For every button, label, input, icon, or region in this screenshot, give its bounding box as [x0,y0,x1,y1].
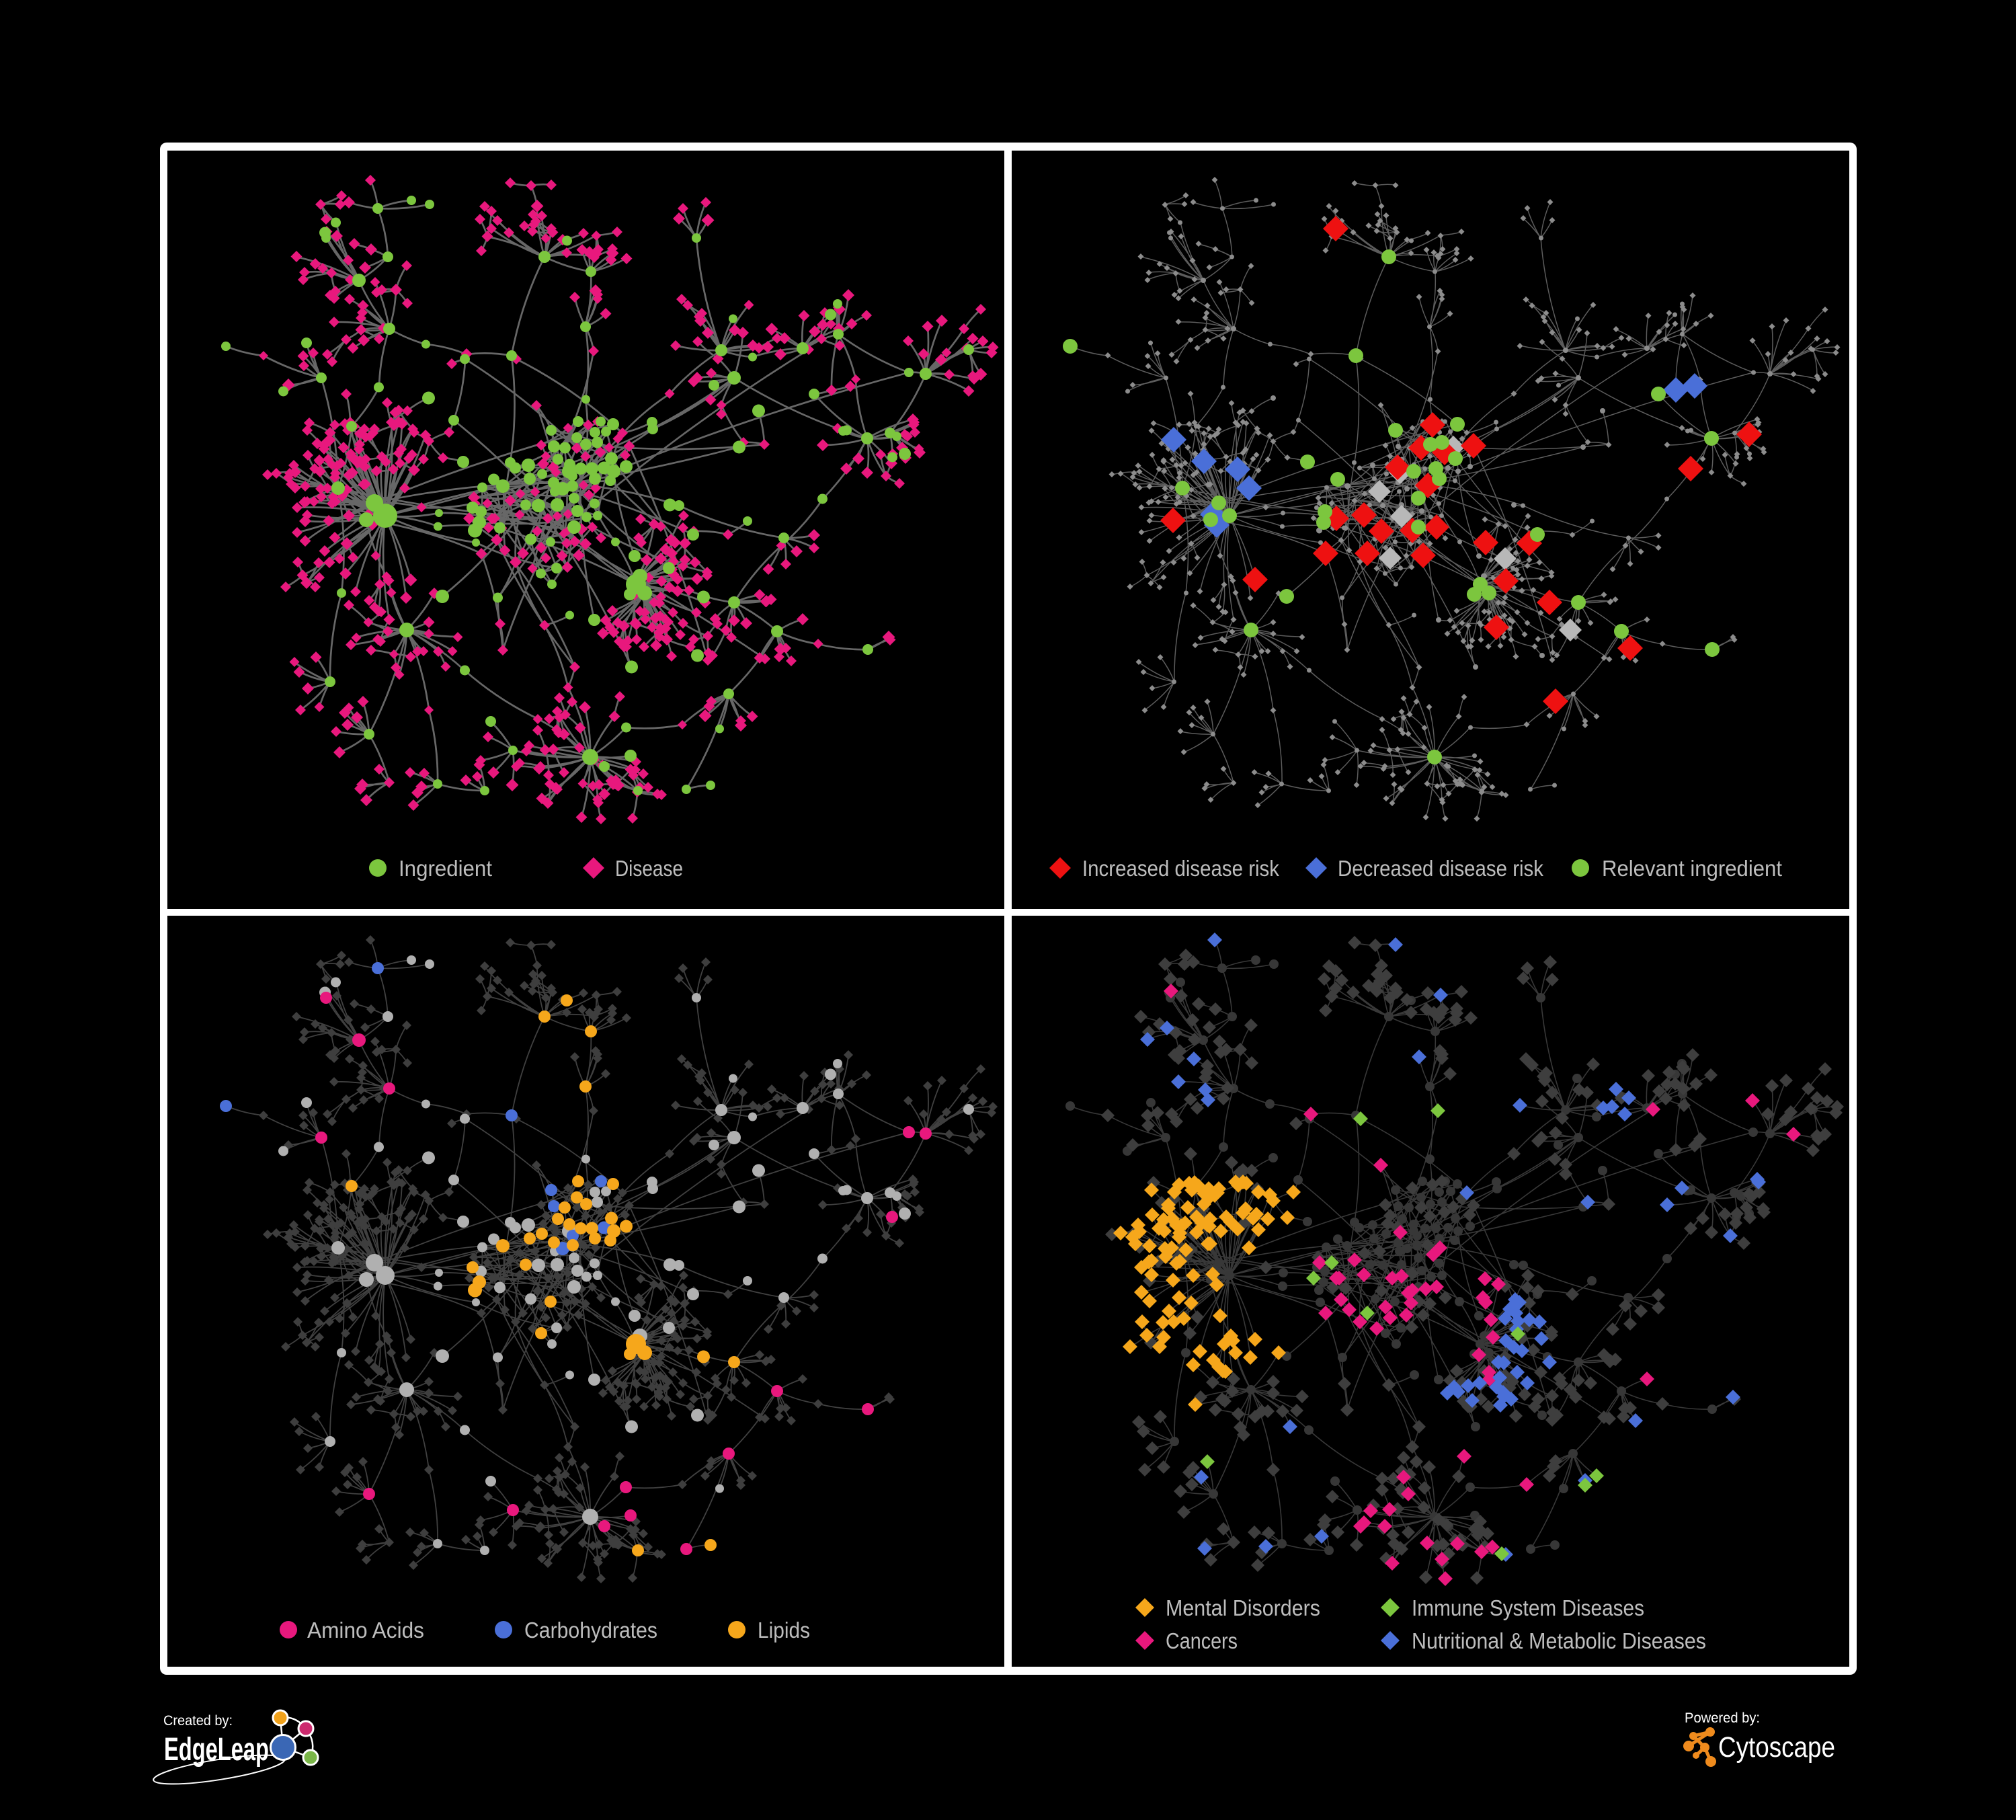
svg-text:Nutritional & Metabolic Diseas: Nutritional & Metabolic Diseases [1412,1628,1706,1653]
svg-text:Powered by:: Powered by: [1685,1710,1760,1726]
svg-text:Cytoscape: Cytoscape [1718,1731,1835,1764]
svg-text:EdgeLeap: EdgeLeap [164,1732,269,1768]
svg-text:Mental Disorders: Mental Disorders [1166,1595,1320,1620]
svg-text:Created by:: Created by: [163,1713,233,1729]
svg-text:Disease: Disease [615,856,683,881]
svg-text:Cancers: Cancers [1166,1628,1238,1653]
svg-text:Lipids: Lipids [758,1618,810,1643]
svg-text:Immune System Diseases: Immune System Diseases [1412,1595,1644,1620]
svg-text:Ingredient: Ingredient [399,856,492,881]
svg-text:Amino Acids: Amino Acids [307,1618,424,1643]
svg-text:Decreased disease risk: Decreased disease risk [1338,856,1543,881]
svg-text:Increased disease risk: Increased disease risk [1082,856,1279,881]
svg-text:Carbohydrates: Carbohydrates [524,1618,657,1643]
svg-text:Relevant ingredient: Relevant ingredient [1602,856,1782,881]
